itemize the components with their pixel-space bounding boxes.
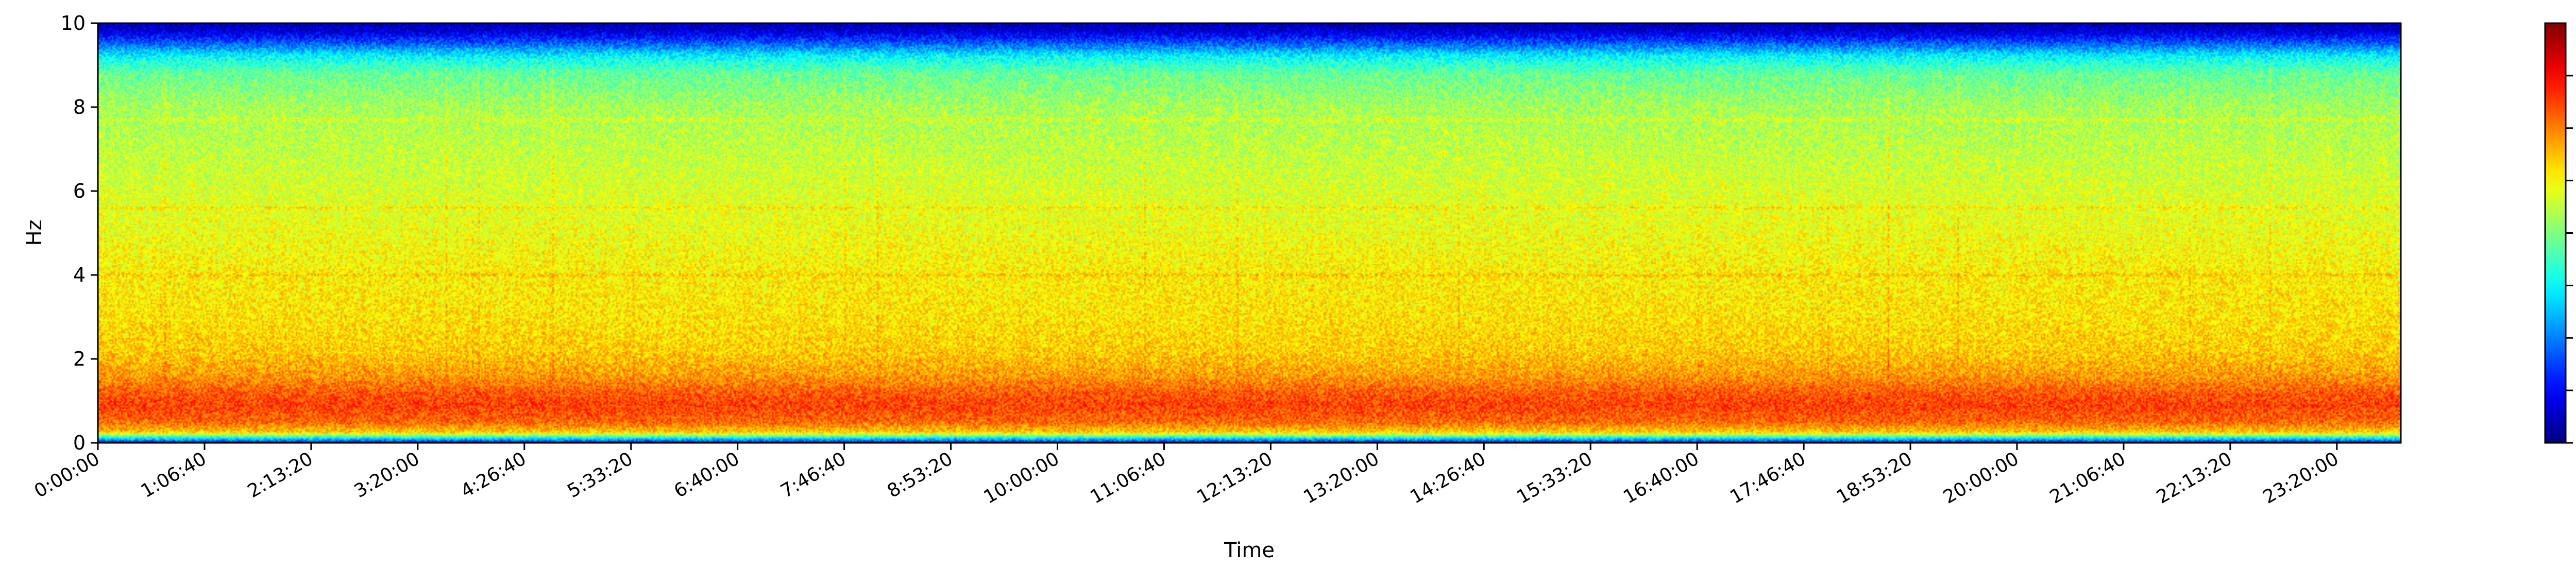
spectrogram-plot	[97, 22, 2402, 444]
y-tick-label: 0	[73, 432, 86, 454]
colorbar-ticks: -10 dB-20 dB-30 dB-40 dB-50 dB-60 dB-70 …	[2566, 75, 2573, 444]
x-tick-label: 2:13:20	[244, 448, 317, 502]
x-tick-label: 22:13:20	[2153, 448, 2236, 508]
y-tick-label: 8	[73, 96, 86, 118]
x-axis: 0:00:00 1:06:40 2:13:20 3:20:00 4:26:40 5:33:…	[31, 443, 2343, 508]
x-tick-label: 16:40:00	[1620, 448, 1703, 508]
x-tick-label: 4:26:40	[457, 448, 530, 502]
x-tick-label: 23:20:00	[2260, 448, 2343, 508]
y-tick-label: 10	[61, 12, 86, 35]
x-tick-label: 0:00:00	[31, 448, 104, 502]
x-tick-label: 3:20:00	[351, 448, 423, 502]
colorbar: -10 dB-20 dB-30 dB-40 dB-50 dB-60 dB-70 …	[2544, 22, 2573, 444]
x-tick-label: 5:33:20	[564, 448, 637, 502]
colorbar-gradient	[2545, 23, 2566, 443]
x-tick-label: 13:20:00	[1300, 448, 1383, 508]
x-tick-label: 8:53:20	[884, 448, 956, 502]
x-tick-label: 11:06:40	[1087, 448, 1170, 508]
x-tick-label: 6:40:00	[670, 448, 743, 502]
x-tick-label: 20:00:00	[1940, 448, 2023, 508]
y-axis-label: Hz	[23, 219, 46, 246]
x-tick-label: 12:13:20	[1193, 448, 1276, 508]
x-tick-label: 15:33:20	[1513, 448, 1596, 508]
x-tick-label: 18:53:20	[1833, 448, 1916, 508]
x-tick-label: 17:46:40	[1726, 448, 1809, 508]
x-tick-label: 1:06:40	[138, 448, 210, 502]
x-tick-label: 7:46:40	[777, 448, 850, 502]
y-tick-label: 4	[73, 264, 86, 286]
spectrogram-heatmap	[98, 23, 2401, 443]
x-tick-label: 21:06:40	[2046, 448, 2129, 508]
x-tick-label: 10:00:00	[980, 448, 1063, 508]
x-tick-label: 14:26:40	[1406, 448, 1489, 508]
y-axis: 0 2 4 6 8 10	[61, 12, 98, 454]
x-axis-label: Time	[1224, 539, 1275, 562]
y-tick-label: 6	[73, 180, 86, 202]
y-tick-label: 2	[73, 348, 86, 370]
plot-frame	[97, 22, 2402, 444]
